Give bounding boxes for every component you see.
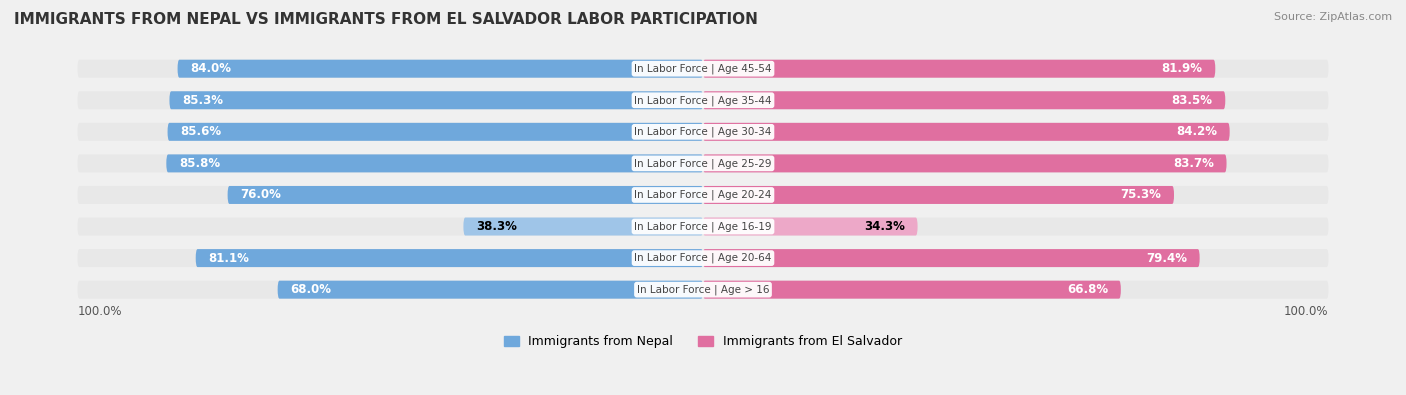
Text: 68.0%: 68.0% [290,283,332,296]
FancyBboxPatch shape [464,218,703,235]
FancyBboxPatch shape [77,123,1329,141]
FancyBboxPatch shape [77,218,1329,235]
FancyBboxPatch shape [77,281,1329,299]
FancyBboxPatch shape [167,123,703,141]
FancyBboxPatch shape [77,186,1329,204]
FancyBboxPatch shape [228,186,703,204]
Text: In Labor Force | Age 16-19: In Labor Force | Age 16-19 [634,221,772,232]
Text: In Labor Force | Age 25-29: In Labor Force | Age 25-29 [634,158,772,169]
FancyBboxPatch shape [703,281,1121,299]
Text: 81.1%: 81.1% [208,252,249,265]
Text: 34.3%: 34.3% [865,220,905,233]
Text: 100.0%: 100.0% [1284,305,1329,318]
Text: 100.0%: 100.0% [77,305,122,318]
FancyBboxPatch shape [703,91,1225,109]
Text: 83.7%: 83.7% [1173,157,1213,170]
Text: 84.2%: 84.2% [1177,125,1218,138]
FancyBboxPatch shape [77,60,1329,78]
FancyBboxPatch shape [170,91,703,109]
Text: 75.3%: 75.3% [1121,188,1161,201]
Text: 76.0%: 76.0% [240,188,281,201]
Text: 81.9%: 81.9% [1161,62,1202,75]
FancyBboxPatch shape [703,218,918,235]
Text: 84.0%: 84.0% [190,62,231,75]
Text: 85.3%: 85.3% [181,94,224,107]
FancyBboxPatch shape [77,249,1329,267]
FancyBboxPatch shape [703,60,1215,78]
Text: In Labor Force | Age > 16: In Labor Force | Age > 16 [637,284,769,295]
Text: In Labor Force | Age 30-34: In Labor Force | Age 30-34 [634,126,772,137]
FancyBboxPatch shape [166,154,703,172]
Text: In Labor Force | Age 20-24: In Labor Force | Age 20-24 [634,190,772,200]
Text: Source: ZipAtlas.com: Source: ZipAtlas.com [1274,12,1392,22]
Text: 79.4%: 79.4% [1146,252,1187,265]
Legend: Immigrants from Nepal, Immigrants from El Salvador: Immigrants from Nepal, Immigrants from E… [499,330,907,353]
Text: In Labor Force | Age 20-64: In Labor Force | Age 20-64 [634,253,772,263]
FancyBboxPatch shape [703,123,1230,141]
Text: 38.3%: 38.3% [477,220,517,233]
Text: In Labor Force | Age 35-44: In Labor Force | Age 35-44 [634,95,772,105]
FancyBboxPatch shape [277,281,703,299]
Text: 83.5%: 83.5% [1171,94,1213,107]
Text: IMMIGRANTS FROM NEPAL VS IMMIGRANTS FROM EL SALVADOR LABOR PARTICIPATION: IMMIGRANTS FROM NEPAL VS IMMIGRANTS FROM… [14,12,758,27]
FancyBboxPatch shape [177,60,703,78]
Text: 66.8%: 66.8% [1067,283,1108,296]
FancyBboxPatch shape [703,154,1226,172]
FancyBboxPatch shape [195,249,703,267]
FancyBboxPatch shape [703,186,1174,204]
Text: In Labor Force | Age 45-54: In Labor Force | Age 45-54 [634,64,772,74]
FancyBboxPatch shape [703,249,1199,267]
FancyBboxPatch shape [77,91,1329,109]
FancyBboxPatch shape [77,154,1329,172]
Text: 85.6%: 85.6% [180,125,221,138]
Text: 85.8%: 85.8% [179,157,219,170]
